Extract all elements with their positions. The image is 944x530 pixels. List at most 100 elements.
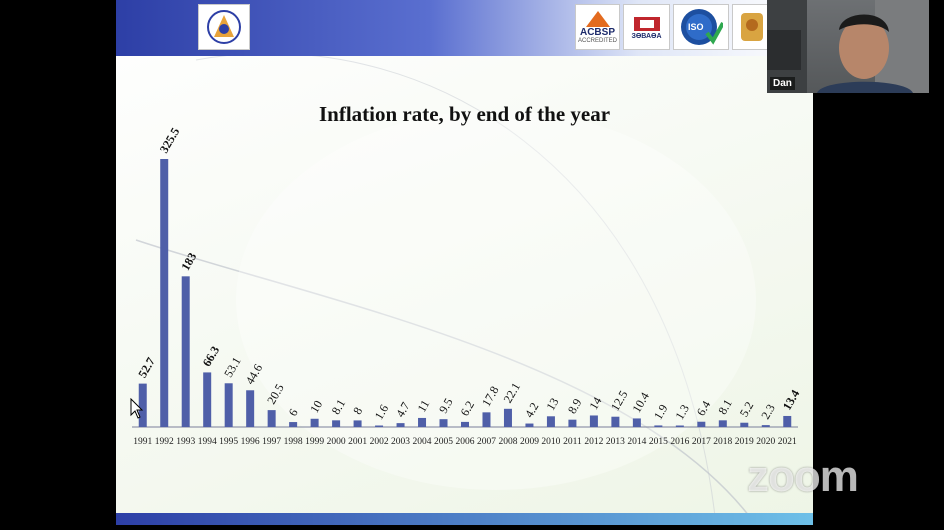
x-tick-label-1994: 1994 — [198, 437, 217, 447]
bar-1996 — [246, 390, 255, 427]
data-label-2019: 5.2 — [737, 399, 757, 419]
x-tick-label-2001: 2001 — [348, 437, 367, 447]
data-label-1993: 183 — [178, 250, 199, 273]
data-label-2020: 2.3 — [758, 402, 778, 422]
data-label-2007: 17.8 — [479, 384, 502, 409]
x-tick-label-2005: 2005 — [434, 437, 453, 447]
bar-2007 — [482, 412, 491, 427]
bar-2008 — [503, 408, 512, 427]
participant-video-tile[interactable]: Dan — [767, 0, 929, 93]
data-label-2010: 13 — [543, 395, 561, 412]
bar-1991 — [138, 383, 147, 427]
x-tick-label-1991: 1991 — [133, 437, 152, 447]
data-label-2003: 4.7 — [393, 400, 413, 420]
x-tick-label-2015: 2015 — [649, 437, 668, 447]
x-tick-label-2021: 2021 — [778, 437, 797, 447]
bar-2017 — [697, 421, 706, 427]
bar-2012 — [589, 415, 598, 427]
iso-badge-icon — [681, 9, 723, 45]
x-tick-label-2014: 2014 — [627, 437, 646, 447]
data-label-2018: 8.1 — [715, 397, 735, 417]
bar-2006 — [461, 421, 469, 427]
data-label-1996: 44.6 — [243, 362, 266, 387]
x-tick-label-1993: 1993 — [176, 437, 195, 447]
bar-2001 — [353, 420, 362, 427]
bar-2013 — [611, 416, 620, 427]
data-label-2011: 8.9 — [565, 396, 585, 416]
participant-name-label: Dan — [770, 77, 795, 90]
chart-title: Inflation rate, by end of the year — [318, 102, 611, 126]
data-label-2021: 13.4 — [780, 387, 803, 412]
acbsp-logo: ACBSP ACCREDITED — [575, 4, 620, 50]
bar-2014 — [632, 418, 641, 427]
data-label-1994: 66.3 — [200, 344, 223, 369]
x-tick-label-2008: 2008 — [498, 437, 517, 447]
bar-2004 — [418, 417, 427, 427]
zoom-watermark: zoom — [747, 452, 859, 501]
data-label-2012: 14 — [586, 395, 604, 412]
x-tick-label-2020: 2020 — [756, 437, 775, 447]
data-label-2016: 1.3 — [672, 402, 692, 422]
x-tick-label-2003: 2003 — [391, 437, 410, 447]
x-tick-label-1999: 1999 — [305, 437, 324, 447]
bar-2016 — [675, 425, 684, 427]
iso-text: ISO — [688, 22, 704, 32]
bar-1992 — [160, 159, 169, 427]
mouse-cursor-icon — [130, 398, 144, 419]
x-tick-label-2017: 2017 — [692, 437, 711, 447]
university-emblem-icon — [207, 10, 241, 44]
presentation-slide: ACBSP ACCREDITED ЗӨВАӨА ISO Inflatio — [116, 0, 813, 525]
x-tick-label-2018: 2018 — [713, 437, 732, 447]
data-label-2006: 6.2 — [457, 398, 477, 418]
accreditation-text: ЗӨВАӨА — [631, 32, 662, 40]
university-logo — [198, 4, 250, 50]
x-tick-label-2019: 2019 — [735, 437, 754, 447]
bar-2020 — [761, 425, 770, 427]
x-tick-label-2009: 2009 — [520, 437, 539, 447]
data-label-2002: 1.6 — [372, 402, 392, 422]
x-tick-label-2013: 2013 — [606, 437, 625, 447]
data-label-1999: 10 — [307, 398, 325, 415]
data-label-2001: 8 — [350, 405, 365, 417]
acbsp-triangle-icon — [585, 10, 610, 27]
slide-footer-band — [116, 513, 813, 525]
accreditation-logo: ЗӨВАӨА — [623, 4, 670, 50]
data-label-1997: 20.5 — [264, 381, 287, 406]
bar-2005 — [439, 419, 448, 427]
bar-2002 — [375, 425, 384, 427]
bar-1999 — [310, 418, 319, 427]
emblem-logo — [732, 4, 772, 50]
bar-2021 — [783, 415, 792, 427]
bar-2009 — [525, 423, 534, 427]
x-tick-label-2011: 2011 — [563, 437, 582, 447]
data-label-1992: 325.5 — [157, 125, 183, 155]
x-tick-label-1992: 1992 — [155, 437, 174, 447]
data-label-2015: 1.9 — [651, 402, 671, 422]
accreditation-mark-icon — [633, 16, 660, 31]
x-tick-label-1995: 1995 — [219, 437, 238, 447]
data-label-2009: 4.2 — [522, 400, 542, 420]
x-tick-label-1996: 1996 — [241, 437, 260, 447]
slide-header-band: ACBSP ACCREDITED ЗӨВАӨА ISO — [116, 0, 813, 56]
acbsp-text: ACBSP — [579, 26, 615, 38]
bar-2003 — [396, 423, 405, 427]
x-tick-label-2006: 2006 — [456, 437, 475, 447]
data-label-1991: 52.7 — [135, 355, 158, 380]
x-tick-label-2002: 2002 — [370, 437, 389, 447]
data-label-2017: 6.4 — [694, 398, 714, 418]
x-tick-label-2012: 2012 — [584, 437, 603, 447]
bar-1998 — [289, 422, 298, 427]
bar-2010 — [546, 416, 555, 427]
x-tick-label-2004: 2004 — [413, 437, 432, 447]
crest-icon — [741, 13, 763, 41]
x-tick-label-2010: 2010 — [541, 437, 560, 447]
data-label-1995: 53.1 — [221, 355, 244, 380]
data-label-2000: 8.1 — [329, 397, 349, 417]
bar-1994 — [203, 372, 212, 427]
data-label-2013: 12.5 — [608, 388, 631, 413]
bar-2000 — [332, 420, 341, 427]
x-tick-label-2000: 2000 — [327, 437, 346, 447]
data-label-2008: 22.1 — [500, 380, 523, 405]
bar-1995 — [224, 383, 233, 427]
iso-logo: ISO — [673, 4, 729, 50]
